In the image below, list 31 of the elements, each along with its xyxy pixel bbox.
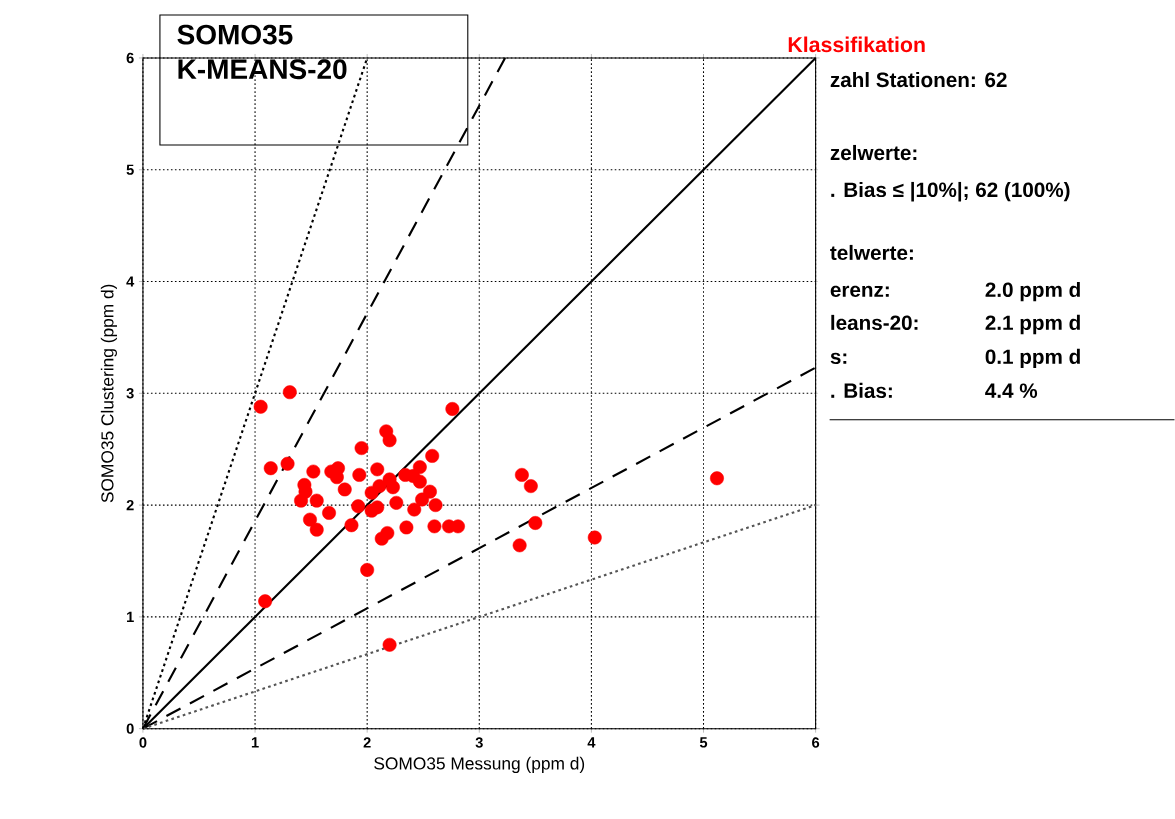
text: erenz: [830,285,889,298]
y-tick-label: 5 [126,164,134,176]
chart-title: SOMO35 [177,24,293,45]
text: . Bias: [831,383,892,399]
x-tick-label: 0 [139,737,147,748]
x-tick-label: 5 [699,737,708,748]
x-tick-label: 6 [812,737,820,748]
text: 2.1 ppm d [985,315,1080,335]
x-tick-label: 4 [587,737,596,748]
x-tick-label: 1 [251,737,259,748]
chart-subtitle: K-MEANS-20 [178,59,347,80]
y-tick-label: 1 [127,612,134,623]
text: . Bias ≤ |10%|; 62 (100%) [831,182,1070,202]
text: 4.4 % [985,383,1038,399]
x-tick-label: 2 [363,737,371,748]
text: leans-20: [831,315,918,331]
x-axis-title: SOMO35 Messung (ppm d) [374,757,585,774]
y-tick-label: 2 [126,500,134,511]
y-tick-label: 3 [126,388,134,399]
text: zelwerte: [830,145,917,161]
text: s: [830,352,847,365]
text: 0.1 ppm d [985,349,1080,369]
text: 2.0 ppm d [985,282,1080,302]
x-tick-label: 3 [475,737,483,748]
y-tick-label: 0 [126,723,134,735]
text: Klassifikation [788,36,925,53]
text: telwerte: [830,245,913,261]
y-tick-label: 4 [126,276,135,287]
y-tick-label: 6 [126,52,134,64]
text: zahl Stationen: 62 [830,72,1007,88]
y-axis-title: SOMO35 Clustering (ppm d) [100,284,117,503]
